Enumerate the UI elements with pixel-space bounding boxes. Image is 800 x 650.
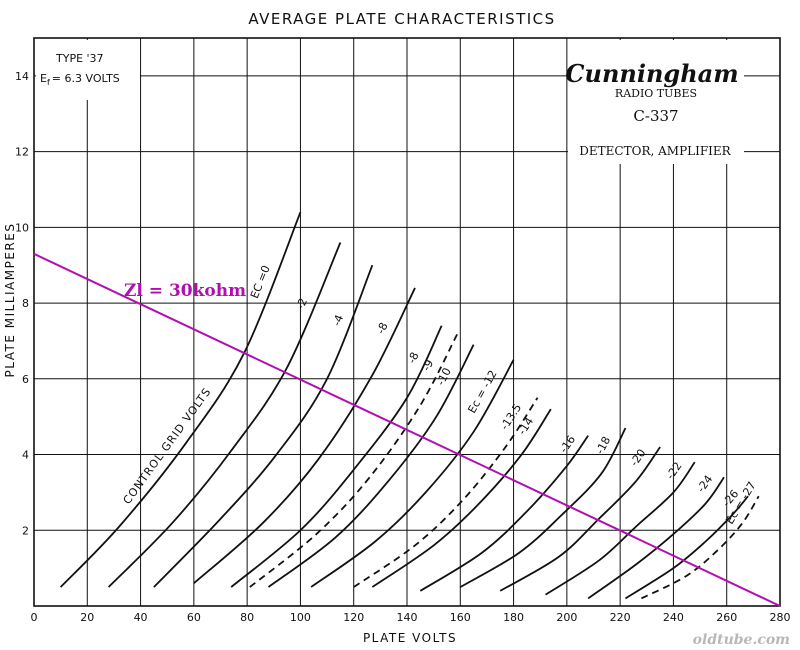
curve-label: -2 — [294, 296, 310, 311]
curve-label: -8 — [405, 350, 421, 366]
curve-label: -14 — [515, 415, 536, 437]
x-tick-label: 280 — [770, 611, 791, 624]
x-tick-label: 80 — [240, 611, 254, 624]
plate-curve — [499, 446, 661, 592]
y-tick-label: 10 — [15, 221, 29, 234]
y-tick-label: 12 — [15, 146, 29, 159]
plate-curve — [419, 435, 589, 592]
brand-subtitle: RADIO TUBES — [615, 87, 697, 100]
x-tick-label: 0 — [31, 611, 38, 624]
y-tick-label: 2 — [22, 524, 29, 537]
x-tick-label: 160 — [450, 611, 471, 624]
y-tick-label: 14 — [15, 70, 29, 83]
y-axis-ticks: 2 4 6 8 10 12 14 — [15, 70, 29, 537]
plate-curves — [59, 211, 760, 600]
curve-label: -4 — [330, 313, 346, 328]
y-tick-label: 8 — [22, 297, 29, 310]
curve-label: -24 — [694, 473, 715, 495]
x-axis-label: PLATE VOLTS — [363, 631, 457, 645]
y-axis-label: PLATE MILLIAMPERES — [3, 223, 17, 378]
x-tick-label: 200 — [556, 611, 577, 624]
y-tick-label: 4 — [22, 449, 29, 462]
x-tick-label: 240 — [663, 611, 684, 624]
x-tick-label: 260 — [716, 611, 737, 624]
curve-label: Ec = -12 — [465, 368, 499, 416]
x-axis-ticks: 0 20 40 60 80 100 120 140 160 180 200 220 240 260 280 — [31, 611, 791, 624]
load-line — [33, 252, 781, 607]
curve-label: -20 — [628, 447, 649, 469]
x-tick-label: 140 — [397, 611, 418, 624]
curve-label: -8 — [374, 320, 390, 336]
tube-info-box: TYPE '37 Ef = 6.3 VOLTS — [36, 40, 140, 100]
plate-curve — [624, 495, 749, 600]
control-grid-volts-label: CONTROL GRID VOLTS — [120, 385, 213, 507]
curve-label: -18 — [593, 434, 613, 456]
x-tick-label: 220 — [610, 611, 631, 624]
x-tick-label: 120 — [343, 611, 364, 624]
plate-curve — [193, 287, 416, 584]
plate-curve — [310, 359, 515, 588]
plate-curve — [353, 397, 539, 588]
plate-curve — [371, 408, 552, 588]
watermark: oldtube.com — [693, 632, 790, 648]
plate-curve — [230, 325, 443, 588]
filament-voltage-label: Ef = 6.3 VOLTS — [40, 72, 120, 87]
brand-logo: Cunningham — [565, 59, 738, 88]
load-line-label: Zl = 30kohm — [124, 281, 246, 301]
x-tick-label: 20 — [80, 611, 94, 624]
plate-curve — [153, 264, 374, 588]
plate-curve — [267, 344, 475, 588]
plate-curve — [545, 461, 696, 596]
curve-label: -10 — [434, 366, 454, 388]
y-tick-label: 6 — [22, 373, 29, 386]
curve-label: -22 — [664, 460, 685, 482]
tube-type-label: TYPE '37 — [55, 52, 104, 65]
plate-curve — [107, 242, 342, 588]
x-tick-label: 40 — [134, 611, 148, 624]
x-tick-label: 100 — [290, 611, 311, 624]
curve-label: -16 — [557, 433, 578, 455]
curve-label: -9 — [420, 357, 437, 373]
tube-function-label: DETECTOR, AMPLIFIER — [579, 144, 731, 158]
plate-curve — [249, 332, 459, 588]
plate-curve — [587, 476, 725, 600]
plate-curve — [641, 495, 760, 600]
plate-curve — [459, 427, 627, 588]
x-tick-label: 60 — [187, 611, 201, 624]
tube-model-label: C-337 — [633, 107, 678, 125]
plate-curve — [59, 211, 302, 588]
x-tick-label: 180 — [503, 611, 524, 624]
plot-frame — [33, 37, 781, 607]
chart-title: AVERAGE PLATE CHARACTERISTICS — [248, 10, 555, 28]
brand-block: Cunningham RADIO TUBES C-337 DETECTOR, A… — [565, 40, 744, 164]
